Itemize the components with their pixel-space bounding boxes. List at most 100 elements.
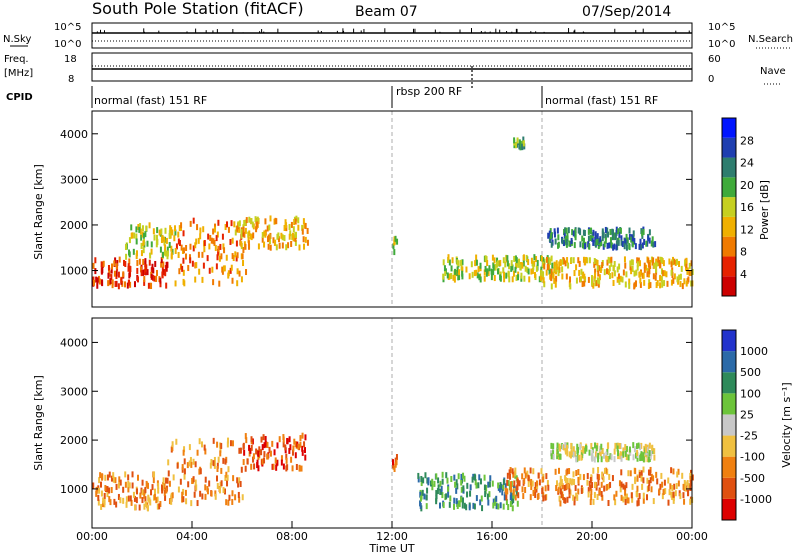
range-gate-cell <box>620 481 623 488</box>
range-gate-cell <box>542 476 545 483</box>
range-gate-cell <box>652 475 655 482</box>
range-gate-cell <box>95 276 98 283</box>
range-gate-cell <box>188 444 191 451</box>
range-gate-cell <box>683 498 686 505</box>
range-gate-cell <box>522 493 525 500</box>
range-gate-cell <box>689 498 692 505</box>
range-gate-cell <box>144 258 147 265</box>
range-gate-cell <box>672 494 675 501</box>
range-gate-cell <box>247 236 250 243</box>
range-gate-cell <box>604 226 607 233</box>
range-gate-cell <box>604 237 607 244</box>
range-gate-cell <box>110 487 113 494</box>
range-gate-cell <box>185 244 188 251</box>
range-gate-cell <box>244 219 247 226</box>
range-gate-cell <box>173 235 176 242</box>
range-gate-cell <box>182 269 185 276</box>
range-gate-cell <box>395 454 398 461</box>
range-gate-cell <box>600 443 603 450</box>
range-gate-cell <box>129 281 132 288</box>
range-gate-cell <box>642 456 645 463</box>
range-gate-cell <box>233 221 236 228</box>
range-gate-cell <box>591 482 594 489</box>
range-gate-cell <box>542 277 545 284</box>
range-gate-cell <box>179 263 182 270</box>
range-gate-cell <box>208 480 211 487</box>
range-gate-cell <box>624 450 627 457</box>
range-gate-cell <box>130 499 133 506</box>
range-gate-cell <box>617 450 620 457</box>
range-gate-cell <box>212 228 215 235</box>
range-gate-cell <box>245 217 248 224</box>
range-gate-cell <box>516 478 519 485</box>
range-gate-cell <box>441 478 444 485</box>
range-gate-cell <box>236 268 239 275</box>
range-gate-cell <box>650 240 653 247</box>
range-gate-cell <box>561 266 564 273</box>
range-gate-cell <box>641 230 644 237</box>
range-gate-cell <box>238 220 241 227</box>
range-gate-cell <box>613 448 616 455</box>
range-gate-cell <box>236 252 239 259</box>
range-gate-cell <box>519 140 522 147</box>
range-gate-cell <box>198 268 201 275</box>
range-gate-cell <box>552 453 555 460</box>
range-gate-cell <box>581 235 584 242</box>
range-gate-cell <box>532 468 535 475</box>
range-gate-cell <box>131 482 134 489</box>
range-gate-cell <box>616 266 619 273</box>
range-gate-cell <box>609 237 612 244</box>
range-gate-cell <box>248 243 251 250</box>
range-gate-cell <box>289 444 292 451</box>
range-gate-cell <box>456 502 459 509</box>
range-gate-cell <box>546 263 549 270</box>
range-gate-cell <box>250 234 253 241</box>
range-gate-cell <box>629 470 632 477</box>
range-gate-cell <box>542 271 545 278</box>
range-gate-cell <box>608 242 611 249</box>
range-gate-cell <box>527 268 530 275</box>
range-gate-cell <box>616 276 619 283</box>
range-gate-cell <box>505 494 508 501</box>
range-gate-cell <box>553 277 556 284</box>
range-gate-cell <box>647 235 650 242</box>
range-gate-cell <box>474 474 477 481</box>
range-gate-cell <box>644 446 647 453</box>
range-gate-cell <box>192 217 195 224</box>
range-gate-cell <box>294 218 297 225</box>
range-gate-cell <box>607 483 610 490</box>
range-gate-cell <box>625 493 628 500</box>
range-gate-cell <box>450 475 453 482</box>
range-gate-cell <box>655 261 658 268</box>
range-gate-cell <box>529 494 532 501</box>
range-gate-cell <box>502 503 505 510</box>
range-gate-cell <box>292 235 295 242</box>
range-gate-cell <box>147 495 150 502</box>
range-gate-cell <box>445 472 448 479</box>
range-gate-cell <box>145 225 148 232</box>
range-gate-cell <box>263 230 266 237</box>
range-gate-cell <box>142 240 145 247</box>
colorbar-swatch <box>722 256 736 277</box>
range-gate-cell <box>182 449 185 456</box>
range-gate-cell <box>511 264 514 271</box>
range-gate-cell <box>155 275 158 282</box>
range-gate-cell <box>226 474 229 481</box>
range-gate-cell <box>219 481 222 488</box>
range-gate-cell <box>610 454 613 461</box>
range-gate-cell <box>163 236 166 243</box>
range-gate-cell <box>572 471 575 478</box>
range-gate-cell <box>155 234 158 241</box>
range-gate-cell <box>144 496 147 503</box>
range-gate-cell <box>619 451 622 458</box>
range-gate-cell <box>466 491 469 498</box>
range-gate-cell <box>257 450 260 457</box>
range-gate-cell <box>621 241 624 248</box>
range-gate-cell <box>458 274 461 281</box>
range-gate-cell <box>536 493 539 500</box>
range-gate-cell <box>251 438 254 445</box>
range-gate-cell <box>183 458 186 465</box>
range-gate-cell <box>162 477 165 484</box>
range-gate-cell <box>521 143 524 150</box>
range-gate-cell <box>212 437 215 444</box>
